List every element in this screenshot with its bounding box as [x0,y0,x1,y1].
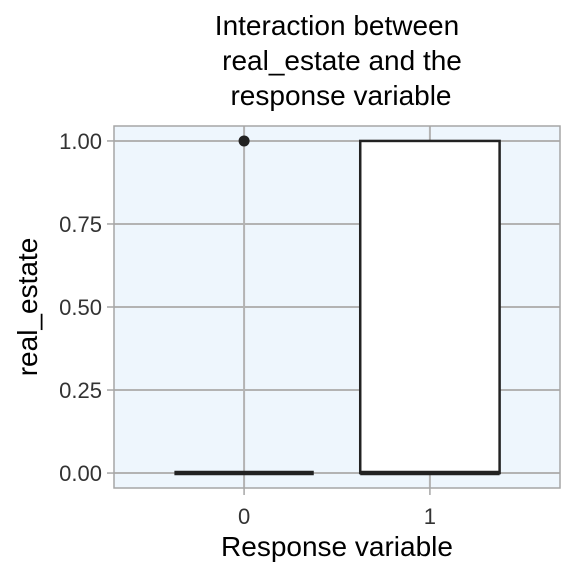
box-1 [358,139,501,476]
x-tick-label-1: 1 [424,504,436,529]
x-tick-label-0: 0 [238,504,250,529]
y-tick-label-4: 1.00 [59,129,102,154]
y-tick-label-2: 0.50 [59,295,102,320]
chart-title-line-2: real_estate and the [222,45,462,76]
outlier-point-0-0 [238,135,250,147]
y-axis-ticks: 0.00 0.25 0.50 0.75 1.00 [59,129,114,486]
y-tick-label-1: 0.25 [59,378,102,403]
boxplot-marks [174,135,501,476]
y-tick-label-0: 0.00 [59,461,102,486]
x-axis-title: Response variable [221,531,453,562]
box-body-1 [358,139,501,475]
box-0 [174,135,314,476]
y-axis-title: real_estate [12,238,43,377]
chart-title-line-3: response variable [230,80,451,111]
chart-title: Interaction between real_estate and the … [215,10,462,111]
chart-title-line-1: Interaction between [215,10,459,41]
y-tick-label-3: 0.75 [59,212,102,237]
